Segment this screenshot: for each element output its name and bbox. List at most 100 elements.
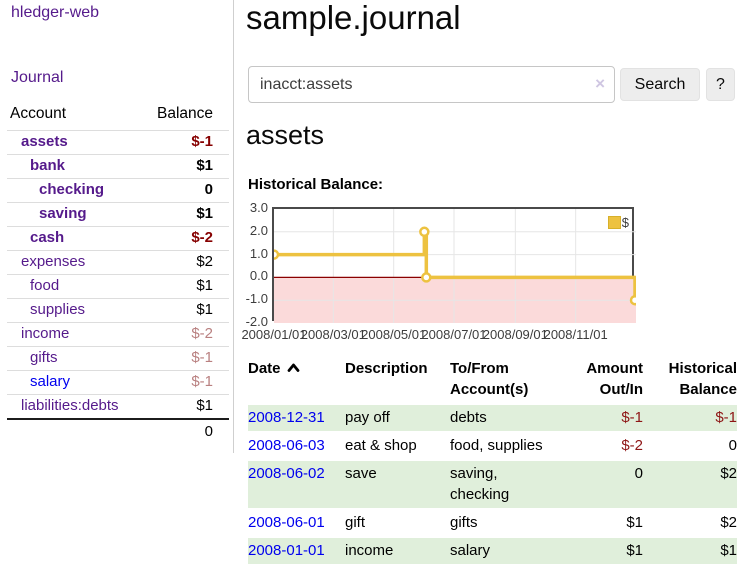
account-balance: $-1: [139, 370, 229, 395]
account-name-cell: supplies: [7, 298, 140, 323]
x-axis-tick-label: 2008/01/01: [241, 327, 307, 342]
transaction-date-link[interactable]: 2008-01-01: [248, 542, 325, 559]
account-balance: 0: [139, 178, 229, 203]
account-name-cell: assets: [7, 130, 140, 155]
x-axis-tick-label: 2008/11/01: [543, 327, 608, 342]
help-button[interactable]: ?: [706, 68, 735, 101]
accounts-header-row: Account Balance: [7, 101, 229, 131]
register-header-date[interactable]: Date: [248, 358, 345, 405]
account-name-cell: saving: [7, 202, 140, 227]
account-link[interactable]: gifts: [30, 349, 58, 366]
accounts-header-balance: Balance: [139, 101, 229, 131]
account-name-cell: checking: [7, 178, 140, 203]
account-balance: $1: [139, 154, 229, 179]
accounts-total-row: 0: [7, 418, 229, 444]
register-description-cell: pay off: [345, 405, 450, 433]
transaction-date-link[interactable]: 2008-06-03: [248, 437, 325, 454]
register-description-cell: save: [345, 460, 450, 510]
account-link[interactable]: liabilities:debts: [21, 397, 119, 414]
account-row: assets $-1: [7, 130, 229, 155]
account-link[interactable]: expenses: [21, 253, 86, 270]
register-row: 2008-06-01 gift gifts $1 $2: [248, 509, 737, 538]
register-date-cell: 2008-06-02: [248, 460, 345, 510]
register-row: 2008-06-02 save saving, checking 0 $2: [248, 460, 737, 510]
account-balance: $1: [139, 202, 229, 227]
register-date-cell: 2008-06-03: [248, 432, 345, 461]
account-row: gifts $-1: [7, 346, 229, 371]
register-description-cell: income: [345, 537, 450, 566]
account-link[interactable]: bank: [30, 157, 66, 174]
account-row: saving $1: [7, 202, 229, 227]
legend-label: $: [621, 215, 629, 230]
sidebar: hledger-web Journal Account Balance asse…: [0, 0, 234, 453]
x-axis-tick-label: 2008/05/01: [361, 327, 427, 342]
register-header-accounts: To/From Account(s): [450, 360, 529, 398]
chart-canvas: [274, 209, 636, 323]
brand-link[interactable]: hledger-web: [11, 4, 100, 21]
account-link[interactable]: supplies: [30, 301, 86, 318]
account-balance: $1: [196, 397, 213, 414]
account-link[interactable]: saving: [39, 205, 87, 222]
register-table: Date Description To/From Account(s) Amou…: [248, 358, 737, 566]
accounts-table: Account Balance assets $-1 bank $1 checking 0…: [7, 101, 229, 444]
register-header-row: Date Description To/From Account(s) Amou…: [248, 358, 737, 405]
transaction-date-link[interactable]: 2008-12-31: [248, 409, 325, 426]
y-axis-tick-label: 3.0: [249, 200, 268, 215]
account-row: income $-2: [7, 322, 229, 347]
account-link[interactable]: assets: [21, 133, 68, 150]
register-header-amount: Amount Out/In: [586, 360, 643, 398]
account-name-cell: gifts: [7, 346, 140, 371]
x-axis-tick-label: 2008/03/01: [300, 327, 366, 342]
register-row: 2008-06-03 eat & shop food, supplies $-2 0: [248, 432, 737, 461]
register-date-cell: 2008-06-01: [248, 509, 345, 538]
register-amount-cell: $-1: [562, 405, 643, 433]
transaction-date-link[interactable]: 2008-06-01: [248, 514, 325, 531]
search-button[interactable]: Search: [620, 68, 700, 101]
account-name-cell: expenses: [7, 250, 140, 275]
register-header-balance: Historical Balance: [668, 360, 737, 398]
register-row: 2008-12-31 pay off debts $-1 $-1: [248, 405, 737, 433]
account-link[interactable]: income: [21, 325, 70, 342]
y-axis-tick-label: -1.0: [245, 291, 268, 307]
register-balance-cell: $2: [643, 460, 737, 510]
account-balance: $-1: [139, 130, 229, 155]
x-axis-tick-label: 2008/07/01: [421, 327, 487, 342]
account-link[interactable]: checking: [39, 181, 105, 198]
register-accounts-cell: food, supplies: [450, 432, 562, 461]
chart-plot-area[interactable]: $: [272, 207, 636, 323]
account-balance: $-2: [139, 226, 229, 251]
page-title: sample.journal: [246, 0, 461, 36]
chart-legend: $: [607, 215, 629, 230]
account-link[interactable]: salary: [30, 373, 71, 390]
y-axis-tick-label: 1.0: [249, 245, 268, 261]
search-input[interactable]: [248, 66, 615, 103]
y-axis-tick-label: 2.0: [249, 222, 268, 238]
register-accounts-cell: debts: [450, 405, 562, 433]
account-name-cell: cash: [7, 226, 140, 251]
nav-journal-link[interactable]: Journal: [11, 69, 64, 86]
account-balance: $2: [139, 250, 229, 275]
y-axis-tick-label: -2.0: [245, 314, 268, 329]
account-name-cell: liabilities:debts: [7, 395, 140, 420]
register-description-cell: eat & shop: [345, 432, 450, 461]
account-balance: $1: [139, 298, 229, 323]
account-row: supplies $1: [7, 298, 229, 323]
y-axis-tick-label: 0.0: [249, 268, 268, 284]
register-row: 2008-01-01 income salary $1 $1: [248, 537, 737, 566]
register-header-description: Description: [345, 360, 428, 377]
account-link[interactable]: food: [30, 277, 60, 294]
legend-swatch: [607, 216, 621, 229]
account-row: cash $-2: [7, 226, 229, 251]
clear-search-icon[interactable]: ×: [595, 74, 605, 93]
account-link[interactable]: cash: [30, 229, 65, 246]
account-row: bank $1: [7, 154, 229, 179]
register-balance-cell: $1: [643, 537, 737, 566]
account-row: expenses $2: [7, 250, 229, 275]
register-accounts-cell: saving, checking: [450, 460, 562, 510]
transaction-date-link[interactable]: 2008-06-02: [248, 465, 325, 482]
register-accounts-cell: gifts: [450, 509, 562, 538]
search-form: ×: [248, 66, 615, 103]
account-row: food $1: [7, 274, 229, 299]
register-description-cell: gift: [345, 509, 450, 538]
account-heading: assets: [246, 120, 325, 150]
